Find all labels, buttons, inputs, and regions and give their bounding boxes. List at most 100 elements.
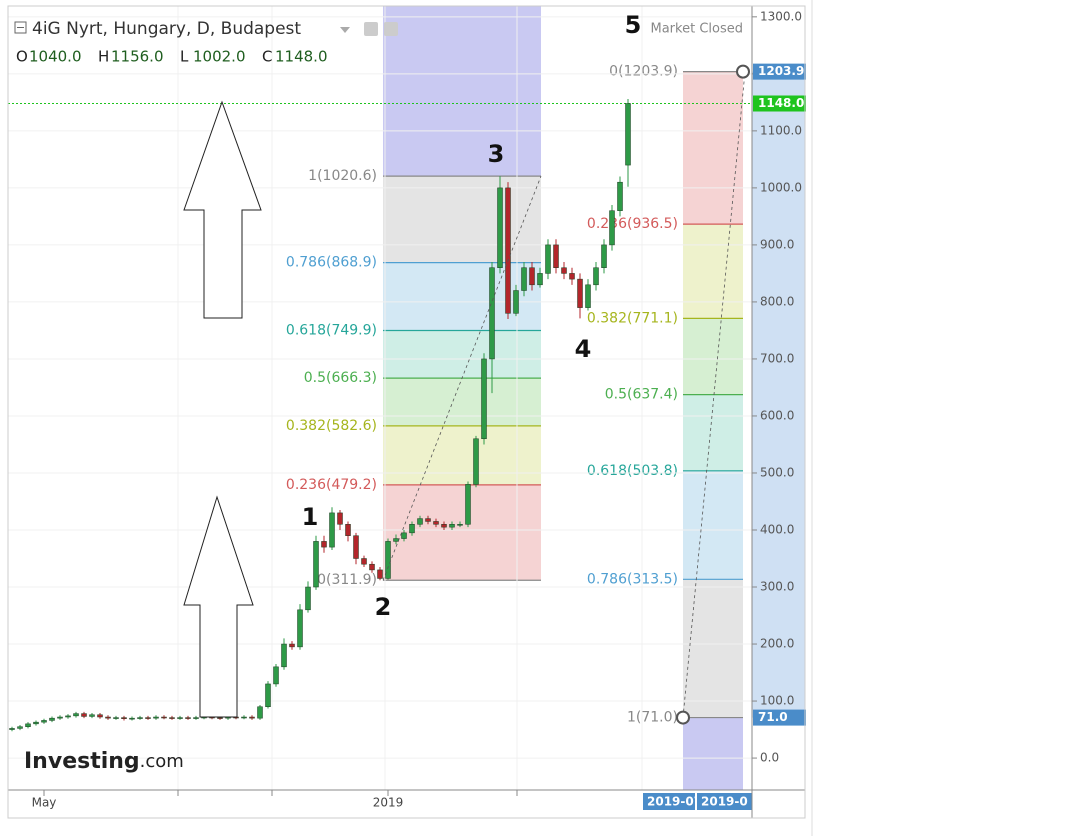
fib-band [683, 71, 743, 225]
fib-level-label: 0.5(666.3) [304, 370, 377, 386]
candle-body [105, 716, 111, 719]
candle-body [489, 267, 495, 360]
y-tick-label: 900.0 [760, 237, 794, 251]
candle-body [497, 187, 503, 268]
candle-body [193, 717, 199, 719]
candle-body [385, 541, 391, 579]
overlay-layer: 0.0 100.0 200.0 300.0 400.0 500.0 600.0 700.0 80… [32, 9, 806, 810]
fib-trend-line [682, 71, 746, 718]
fib-level-label: 0.786(313.5) [587, 571, 678, 587]
y-tick-label: 1000.0 [760, 180, 802, 194]
fib-band [383, 330, 541, 379]
candle-body [625, 103, 631, 166]
y-tick-label: 1100.0 [760, 123, 802, 137]
candle-body [153, 716, 159, 719]
axis-tag-label: 1203.9 [758, 64, 804, 78]
axis-tag [753, 63, 806, 80]
ohlc-key: L [180, 48, 189, 66]
logo-suffix: .com [140, 751, 184, 772]
candle-body [409, 524, 415, 534]
fib-handle [736, 64, 750, 79]
candle-body [369, 563, 375, 571]
icon[interactable] [384, 22, 398, 36]
candle-body [537, 273, 543, 286]
candle-body [33, 721, 39, 725]
fib-level-label: 0(311.9) [317, 572, 377, 588]
y-tick-label: 500.0 [760, 465, 794, 479]
x-tag-label: 2019-07- [647, 795, 707, 809]
candle-body [313, 541, 319, 588]
fib-extension [383, 6, 541, 177]
candle-body [569, 273, 575, 280]
arrows [183, 100, 262, 718]
candle-body [305, 586, 311, 611]
fib-level-label: 0.236(936.5) [587, 216, 678, 232]
candle-body [81, 713, 87, 717]
candle-body [49, 717, 55, 721]
annotation: 2 [375, 593, 392, 621]
candle-body [89, 714, 95, 717]
collapse-icon[interactable] [14, 21, 27, 34]
fib-level-label: 0.618(503.8) [587, 463, 678, 479]
fib-level-label: 0(1203.9) [609, 64, 678, 80]
candle-body [465, 484, 471, 525]
fib-level-label: 0.786(868.9) [286, 255, 377, 271]
candle-body [217, 717, 223, 719]
candle-body [473, 438, 479, 485]
candle-body [601, 244, 607, 268]
y-tick-label: 1300.0 [760, 9, 802, 23]
candle-body [441, 524, 447, 528]
candle-body [337, 512, 343, 525]
annotation: 1 [302, 503, 319, 531]
ohlc-key: H [98, 48, 109, 66]
time-ticks [177, 790, 518, 796]
ohlc-row: O 1040.0 H 1156.0 L 1002.0 C 1148.0 [16, 48, 328, 66]
candle-body [169, 717, 175, 719]
candle-body [417, 518, 423, 525]
fib-level-label: 1(1020.6) [308, 168, 377, 184]
fib-level-label: 0.382(582.6) [286, 418, 377, 434]
fib-band [683, 318, 743, 395]
market-status: Market Closed [651, 22, 744, 37]
candle-body [585, 284, 591, 308]
annotation: 4 [575, 335, 592, 363]
fib-handle [676, 710, 690, 725]
y-tick-label: 700.0 [760, 351, 794, 365]
candle-body [145, 717, 151, 719]
candle-body [617, 181, 623, 211]
candle-body [241, 716, 247, 719]
candle-body [121, 717, 127, 719]
fib-level-label: 0.5(637.4) [605, 387, 678, 403]
arrow [183, 495, 254, 718]
candle-body [265, 683, 271, 708]
dropdown-caret[interactable] [340, 27, 350, 33]
candle-body [393, 538, 399, 542]
y-tick-label: 100.0 [760, 694, 794, 708]
icon[interactable] [364, 22, 378, 36]
candle-body [57, 716, 63, 719]
candle-body [593, 267, 599, 286]
candle-body [9, 728, 15, 730]
ohlc-value: 1148.0 [275, 48, 328, 66]
fib-level-label: 0.618(749.9) [286, 322, 377, 338]
fib-band [683, 394, 743, 471]
y-tick-label: 400.0 [760, 522, 794, 536]
fib-band [683, 470, 743, 580]
candle-body [561, 267, 567, 274]
x-tag-label: 2019-0 [701, 795, 748, 809]
y-tick-label: 200.0 [760, 637, 794, 651]
axis-highlight [752, 71, 805, 718]
y-tick-label: 800.0 [760, 294, 794, 308]
candle-body [425, 518, 431, 522]
chart-title: 4iG Nyrt, Hungary, D, Budapest [32, 19, 301, 39]
candle-body [41, 720, 47, 723]
y-tick-label: 600.0 [760, 408, 794, 422]
candle-body [73, 713, 79, 717]
annotation: 5 [625, 11, 642, 39]
fib-level-label: 1(71.0) [627, 710, 678, 726]
fib-band [683, 579, 743, 718]
last-price-label: 1148.0 [758, 96, 804, 110]
candle-body [609, 210, 615, 246]
x-tag [643, 793, 695, 810]
ohlc-value: 1040.0 [29, 48, 82, 66]
